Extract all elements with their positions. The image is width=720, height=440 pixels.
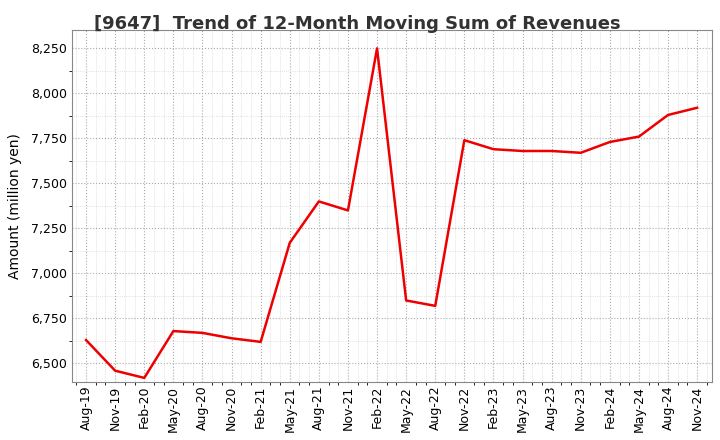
Y-axis label: Amount (million yen): Amount (million yen) xyxy=(9,133,22,279)
Text: [9647]  Trend of 12-Month Moving Sum of Revenues: [9647] Trend of 12-Month Moving Sum of R… xyxy=(94,15,620,33)
